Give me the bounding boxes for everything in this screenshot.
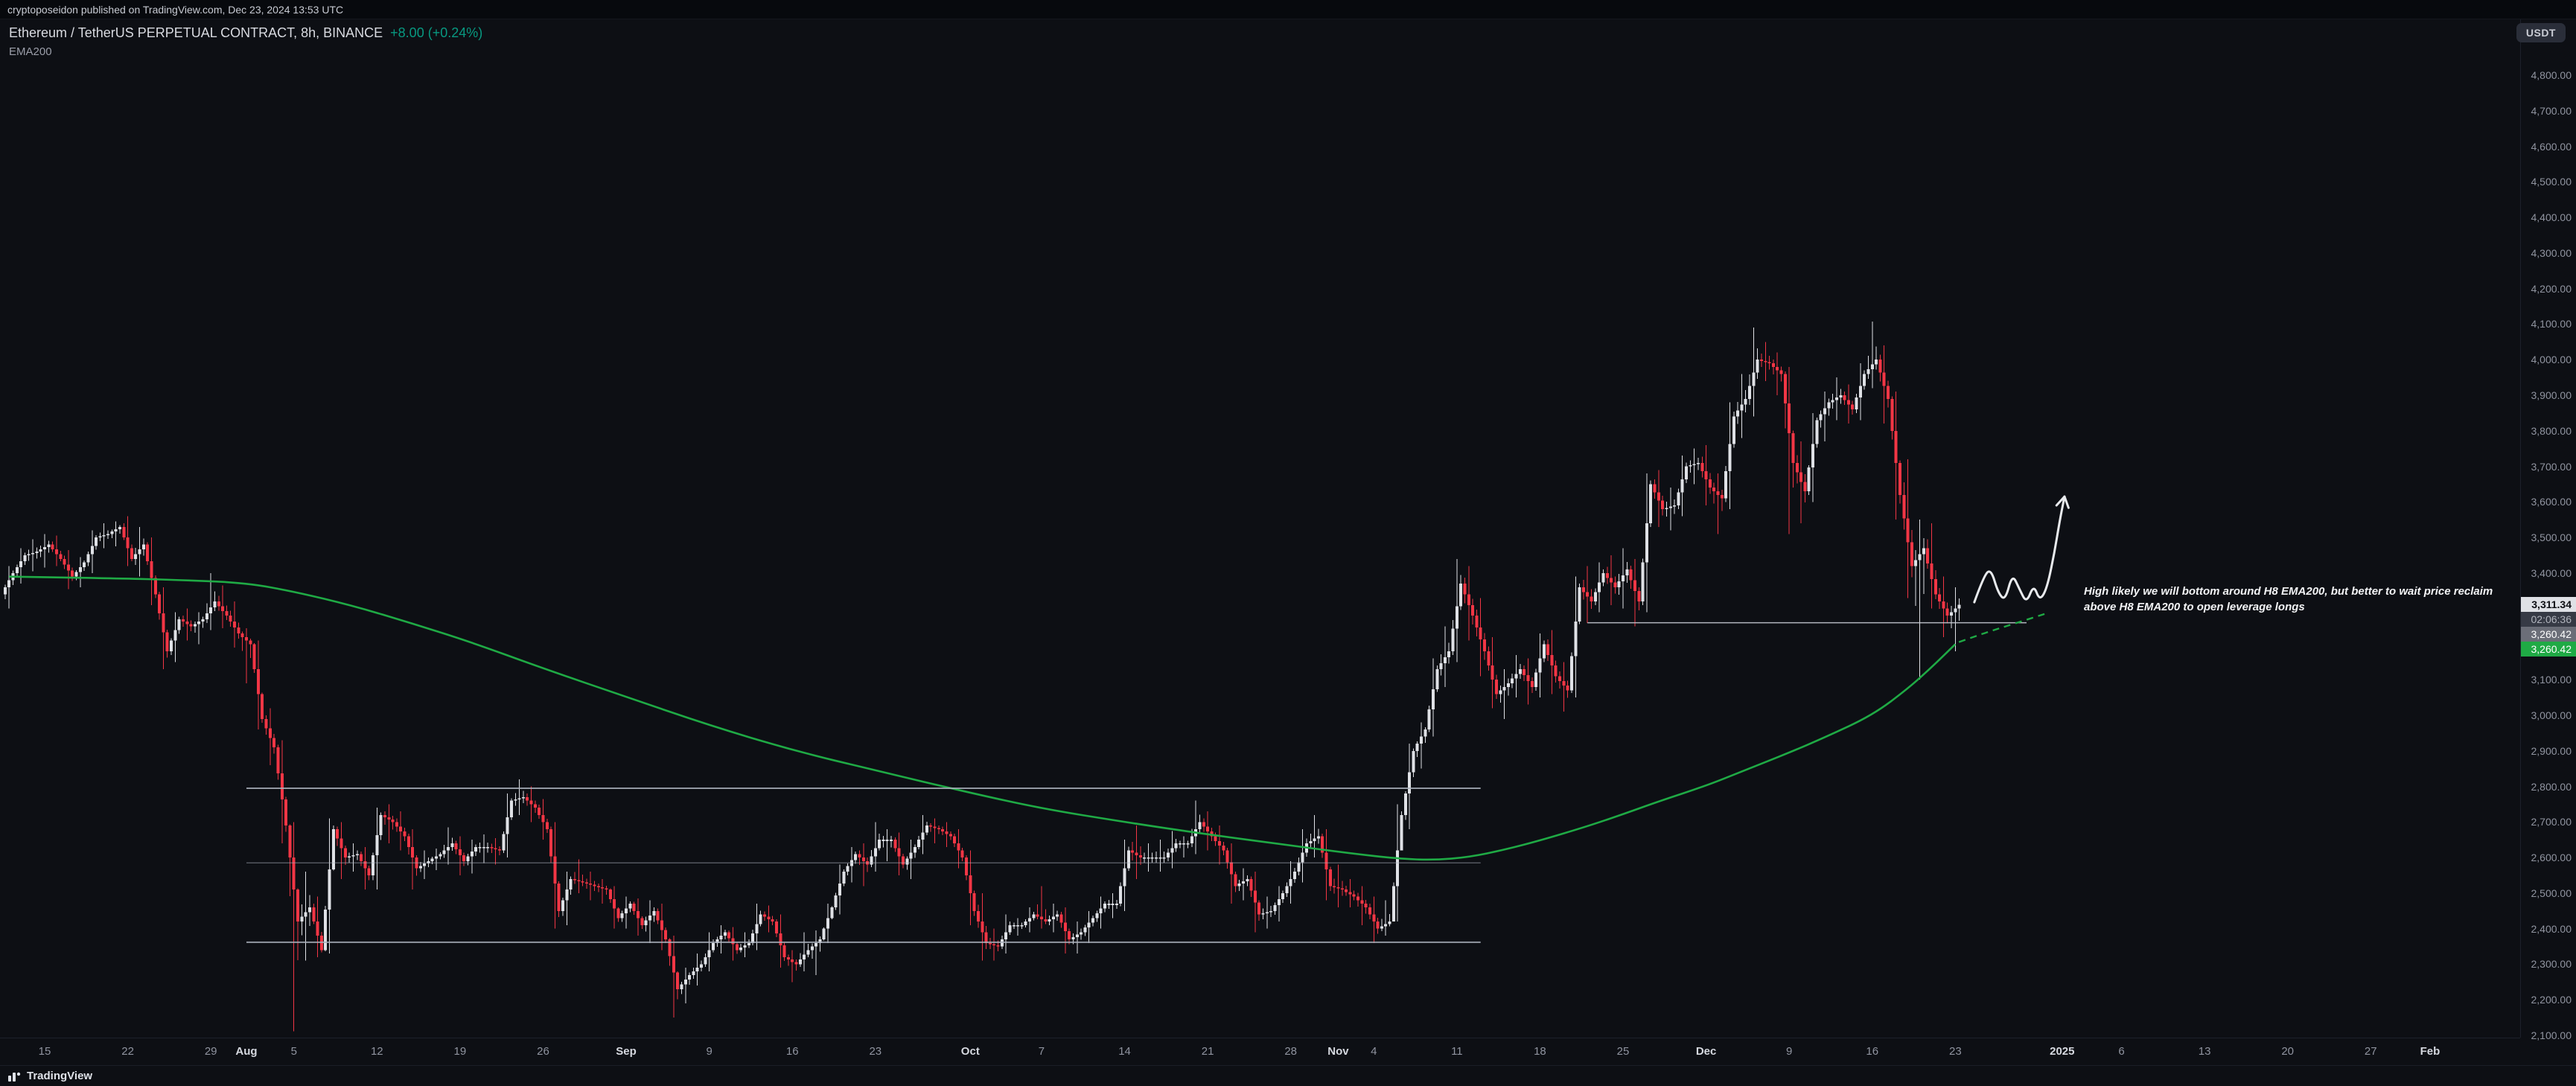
price-tick: 4,600.00 [2531,140,2572,153]
price-tick: 2,900.00 [2531,744,2572,757]
time-tick: 19 [453,1045,467,1058]
price-tick: 2,200.00 [2531,994,2572,1006]
annotation-line-1: High likely we will bottom around H8 EMA… [2084,585,2493,598]
symbol-title[interactable]: Ethereum / TetherUS PERPETUAL CONTRACT, … [9,25,383,40]
time-tick: 20 [2281,1045,2294,1058]
price-tick: 3,700.00 [2531,460,2572,473]
time-tick: 6 [2118,1045,2125,1058]
price-tick: 2,300.00 [2531,958,2572,971]
time-tick: 16 [1866,1045,1879,1058]
projection-arrow[interactable] [1973,495,2066,604]
time-tick: 22 [121,1045,134,1058]
price-tick: 2,500.00 [2531,887,2572,899]
footer-bar: TradingView [0,1065,2576,1086]
time-tick: 7 [1038,1045,1045,1058]
attribution-bar: cryptoposeidon published on TradingView.… [0,0,2576,19]
time-tick: 11 [1451,1045,1463,1058]
time-tick: Oct [960,1045,980,1058]
time-tick: 28 [1284,1045,1298,1058]
price-tick: 3,000.00 [2531,709,2572,721]
ema200-line [9,575,1957,861]
price-tick: 3,100.00 [2531,674,2572,686]
time-tick: 5 [290,1045,297,1058]
time-tick: 12 [370,1045,383,1058]
price-tick: 2,800.00 [2531,780,2572,793]
time-tick: 23 [869,1045,882,1058]
time-tick: Feb [2420,1045,2440,1058]
price-axis[interactable]: 3,311.34 02:06:36 3,260.42 3,260.42 4,80… [2520,19,2576,1041]
price-tick: 2,600.00 [2531,852,2572,864]
price-tick: 2,100.00 [2531,1029,2572,1041]
line-price-label: 3,260.42 [2521,627,2576,642]
time-tick: 9 [1786,1045,1793,1058]
price-tick: 4,500.00 [2531,176,2572,188]
projection-arrowhead [2063,495,2070,509]
time-tick: Sep [616,1045,637,1058]
time-tick: 16 [785,1045,799,1058]
time-tick: Dec [1695,1045,1717,1058]
support-lines[interactable] [246,622,2027,943]
tradingview-wordmark[interactable]: TradingView [27,1070,93,1082]
time-tick: 29 [204,1045,217,1058]
time-tick: 2025 [2050,1045,2075,1058]
price-tick: 3,600.00 [2531,496,2572,508]
time-axis[interactable]: 15 22 29 Aug 5 12 19 26 Sep 9 16 23 Oct 7 14 21 28 Nov 4 11… [0,1038,2520,1065]
price-change: +8.00 (+0.24%) [390,25,483,40]
time-tick: 9 [706,1045,712,1058]
price-tick: 2,400.00 [2531,922,2572,935]
price-tick: 3,400.00 [2531,566,2572,579]
countdown-label: 02:06:36 [2521,612,2576,627]
currency-badge[interactable]: USDT [2516,23,2566,42]
annotation-line-2: above H8 EMA200 to open leverage longs [2084,601,2305,613]
price-tick: 4,200.00 [2531,282,2572,295]
chart-plot[interactable] [0,19,2520,1038]
time-tick: 13 [2198,1045,2211,1058]
time-tick: 15 [38,1045,51,1058]
time-tick: 23 [1948,1045,1962,1058]
time-tick: 14 [1118,1045,1131,1058]
price-tick: 4,800.00 [2531,69,2572,81]
price-tick: 4,300.00 [2531,246,2572,259]
ema-price-label: 3,260.42 [2521,642,2576,657]
ema-projection-dashed[interactable] [1958,612,2049,643]
candles [3,322,1961,1032]
price-tick: 4,000.00 [2531,354,2572,366]
time-tick: 21 [1201,1045,1214,1058]
indicator-legend[interactable]: EMA200 [9,45,52,58]
projection-arrowhead [2055,495,2066,507]
time-tick: 25 [1616,1045,1630,1058]
time-tick: 18 [1534,1045,1546,1058]
price-tick: 3,500.00 [2531,531,2572,544]
price-tick: 4,100.00 [2531,318,2572,330]
chart-legend: Ethereum / TetherUS PERPETUAL CONTRACT, … [9,25,482,58]
time-tick: Nov [1327,1045,1349,1058]
price-tick: 2,700.00 [2531,816,2572,828]
time-tick: 26 [537,1045,549,1058]
price-tick: 3,900.00 [2531,389,2572,401]
time-tick: 27 [2364,1045,2377,1058]
annotation-text: High likely we will bottom around H8 EMA… [2084,584,2538,615]
time-tick: 4 [1371,1045,1377,1058]
chart-area: Ethereum / TetherUS PERPETUAL CONTRACT, … [0,19,2576,1065]
time-tick: Aug [235,1045,258,1058]
price-tick: 3,800.00 [2531,424,2572,437]
price-tick: 4,700.00 [2531,104,2572,117]
price-tick: 4,400.00 [2531,211,2572,224]
tradingview-logo-icon[interactable] [7,1070,21,1083]
last-price-label: 3,311.34 [2521,597,2576,613]
